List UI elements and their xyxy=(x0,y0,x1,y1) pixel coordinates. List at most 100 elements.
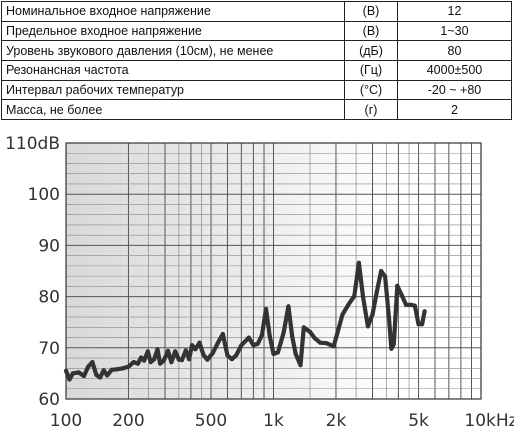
data-point xyxy=(179,358,184,363)
data-point xyxy=(259,332,265,338)
data-point xyxy=(98,375,103,380)
data-point xyxy=(374,289,379,294)
data-point xyxy=(101,368,106,373)
data-point xyxy=(120,366,125,371)
series-layer xyxy=(63,260,427,382)
spec-row: Номинальное входное напряжение (В) 12 xyxy=(1,1,512,22)
data-point xyxy=(63,368,69,373)
data-point xyxy=(145,349,150,354)
data-point xyxy=(183,348,188,353)
data-point xyxy=(76,370,81,375)
spec-value-cell: -20 ~ +80 xyxy=(397,79,512,101)
data-point xyxy=(290,334,295,339)
data-point xyxy=(293,351,298,356)
data-point xyxy=(142,358,147,363)
data-point xyxy=(189,343,195,348)
data-point xyxy=(152,357,157,362)
y-tick-label: 100 xyxy=(28,185,60,205)
data-point xyxy=(246,335,251,340)
data-point xyxy=(148,360,153,365)
x-tick-label: 1k xyxy=(263,411,284,431)
spec-unit-cell: (Гц) xyxy=(344,59,398,81)
spec-unit-cell: (г) xyxy=(344,99,398,120)
data-point xyxy=(352,294,357,299)
data-point xyxy=(161,358,166,363)
data-point xyxy=(403,302,409,307)
data-point xyxy=(298,363,303,368)
spec-unit-cell: (дБ) xyxy=(344,40,398,61)
data-point xyxy=(379,268,384,274)
spec-param-cell: Интервал рабочих температур xyxy=(1,79,345,101)
data-point xyxy=(263,306,269,311)
data-point xyxy=(399,293,404,298)
data-point xyxy=(365,324,370,329)
spec-value-cell: 12 xyxy=(397,1,512,22)
spec-param-cell: Масса, не более xyxy=(1,99,345,120)
data-point xyxy=(370,312,375,317)
y-tick-label: 110dB xyxy=(5,134,60,154)
data-point xyxy=(201,352,206,358)
data-point xyxy=(173,349,178,354)
y-axis-tick-labels: 110dB 100 90 80 70 60 xyxy=(5,134,60,410)
data-point xyxy=(165,348,171,353)
frequency-response-chart: 100 200 500 1k 2k 5k 10kHz 110dB 100 90 80 70 60 xyxy=(5,134,514,431)
y-tick-label: 60 xyxy=(38,390,60,410)
data-point xyxy=(267,334,272,339)
chart-grid xyxy=(65,142,482,400)
data-point xyxy=(331,344,336,349)
data-point xyxy=(94,372,99,377)
data-point xyxy=(109,367,114,372)
x-tick-label: 5k xyxy=(408,411,429,431)
y-tick-label: 70 xyxy=(38,339,60,359)
data-point xyxy=(81,373,86,379)
data-point xyxy=(301,325,306,330)
spec-unit-cell: (В) xyxy=(344,1,398,22)
data-point xyxy=(383,274,388,279)
data-point xyxy=(90,360,95,365)
data-point xyxy=(155,347,160,352)
data-point xyxy=(229,357,234,362)
data-point xyxy=(169,360,174,365)
data-point xyxy=(391,342,396,347)
data-point xyxy=(422,309,427,314)
x-tick-label: 200 xyxy=(112,411,144,431)
spec-table-body: Номинальное входное напряжение (В) 12 Преде… xyxy=(1,1,512,120)
data-point xyxy=(70,371,75,376)
data-point xyxy=(416,322,421,327)
data-point xyxy=(197,340,202,345)
data-point xyxy=(286,304,291,309)
data-point xyxy=(251,343,256,348)
data-point xyxy=(126,364,131,369)
data-point xyxy=(225,353,230,358)
series-group xyxy=(63,260,427,382)
x-axis-tick-labels: 100 200 500 1k 2k 5k 10kHz xyxy=(50,411,514,431)
data-point xyxy=(67,377,72,382)
spec-value-cell: 2 xyxy=(397,99,512,120)
data-point xyxy=(360,294,366,299)
data-point xyxy=(324,341,329,346)
data-point xyxy=(114,367,119,372)
spec-row: Резонансная частота (Гц) 4000±500 xyxy=(1,59,512,81)
data-point xyxy=(395,283,400,288)
spec-unit-cell: (°C) xyxy=(344,79,398,101)
data-point xyxy=(271,351,276,356)
x-tick-label: 10kHz xyxy=(464,411,514,431)
data-point xyxy=(255,341,260,346)
spec-value-cell: 4000±500 xyxy=(397,59,512,81)
data-point xyxy=(386,315,391,320)
x-tick-label: 100 xyxy=(50,411,82,431)
spec-unit-cell: (В) xyxy=(344,20,398,42)
data-point xyxy=(86,364,91,369)
data-point xyxy=(158,361,163,366)
data-point xyxy=(318,340,323,345)
data-point xyxy=(408,302,414,307)
data-point xyxy=(340,312,345,317)
data-point xyxy=(139,355,144,360)
x-tick-label: 2k xyxy=(326,411,347,431)
spec-row: Предельное входное напряжение (В) 1~30 xyxy=(1,20,512,42)
data-point xyxy=(312,336,317,341)
spec-param-cell: Номинальное входное напряжение xyxy=(1,1,345,22)
data-point xyxy=(389,346,394,351)
data-point xyxy=(215,340,221,345)
data-point xyxy=(220,331,225,337)
